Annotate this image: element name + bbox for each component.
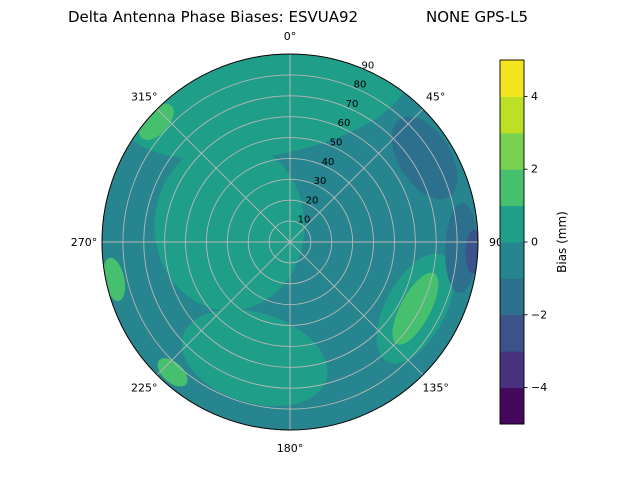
- chart-title-right: NONE GPS-L5: [426, 8, 528, 26]
- colorbar-label: Bias (mm): [555, 211, 569, 273]
- grid-spoke-135: [289, 241, 424, 376]
- radial-tick-label-90: 90: [362, 60, 375, 71]
- radial-tick-labels: 10 20 30 40 50 60 70 80 90: [298, 60, 375, 225]
- colorbar: 4 2 0 −2 −4: [499, 59, 547, 425]
- radial-tick-label-20: 20: [306, 195, 319, 206]
- colorbar-band-6: [500, 169, 524, 207]
- radial-tick-label-70: 70: [346, 99, 359, 110]
- radial-tick-label-40: 40: [322, 157, 335, 168]
- colorbar-tick-label--2: −2: [531, 308, 547, 321]
- angular-tick-label-270: 270°: [71, 236, 98, 249]
- angular-tick-labels: 0° 45° 90 135° 180° 225° 270° 315°: [71, 30, 503, 455]
- radial-tick-label-10: 10: [298, 215, 311, 226]
- angular-tick-label-0: 0°: [284, 30, 297, 43]
- colorbar-band-5: [500, 205, 524, 243]
- grid-spoke-315: [156, 108, 291, 243]
- colorbar-band-1: [500, 351, 524, 389]
- colorbar-tick-label--4: −4: [531, 381, 547, 394]
- grid-spoke-225: [156, 241, 291, 376]
- angular-tick-label-315: 315°: [131, 90, 158, 103]
- contour-region-south-green: [181, 309, 328, 407]
- colorbar-tick-label-2: 2: [531, 163, 538, 176]
- colorbar-tick-label-4: 4: [531, 90, 538, 103]
- polar-grid: [101, 53, 479, 431]
- colorbar-tick-label-0: 0: [531, 236, 538, 249]
- contour-region-west-edge-green: [103, 257, 126, 301]
- colorbar-band-0: [500, 387, 524, 425]
- angular-tick-label-90: 90: [489, 236, 503, 249]
- colorbar-band-2: [500, 314, 524, 352]
- colorbar-band-8: [500, 96, 524, 134]
- angular-tick-label-45: 45°: [426, 90, 446, 103]
- contour-region-southwest-edge-green: [157, 358, 188, 387]
- colorbar-band-7: [500, 132, 524, 170]
- chart-title-left: Delta Antenna Phase Biases: ESVUA92: [68, 8, 358, 26]
- radial-tick-label-50: 50: [330, 138, 343, 149]
- colorbar-ticks: 4 2 0 −2 −4: [524, 90, 547, 394]
- colorbar-band-4: [500, 242, 524, 279]
- polar-plot-area: 0° 45° 90 135° 180° 225° 270° 315° 10 20 30 40 50 60 7…: [71, 30, 503, 455]
- radial-tick-label-80: 80: [354, 80, 367, 91]
- angular-tick-label-180: 180°: [277, 442, 304, 455]
- grid-spoke-45: [289, 108, 424, 243]
- radial-tick-label-30: 30: [314, 176, 327, 187]
- colorbar-band-9: [500, 60, 524, 97]
- contour-region-northwest-edge-green: [139, 103, 174, 141]
- angular-tick-label-225: 225°: [131, 382, 158, 395]
- polar-outline: [101, 53, 479, 431]
- contour-region-northeast-blue-patch: [391, 116, 458, 200]
- radial-tick-label-60: 60: [338, 118, 351, 129]
- colorbar-band-3: [500, 278, 524, 316]
- angular-tick-label-135: 135°: [422, 382, 449, 395]
- contour-region-east-bright-green: [392, 272, 439, 345]
